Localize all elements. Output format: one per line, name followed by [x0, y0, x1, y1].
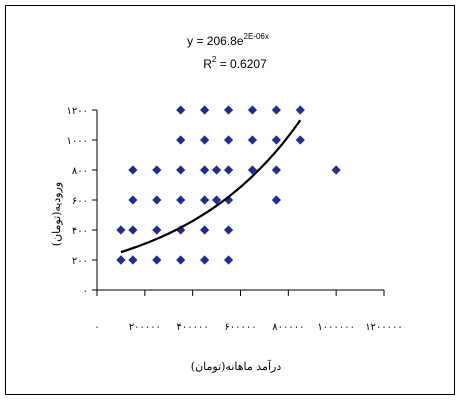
x-tick-label: ۴۰۰۰۰۰ — [177, 322, 209, 333]
x-tick-label: ۰ — [94, 322, 99, 333]
r2-exponent: 2 — [212, 55, 217, 64]
data-point — [271, 195, 281, 205]
data-point — [211, 195, 222, 205]
data-point — [128, 225, 138, 235]
data-point — [211, 165, 222, 175]
data-point — [247, 165, 258, 175]
data-point — [176, 195, 186, 205]
x-axis-ticks: ۰ ۲۰۰۰۰۰ ۴۰۰۰۰۰ ۶۰۰۰۰۰ ۸۰۰۰۰۰ ۱۰۰۰۰۰۰ ۱۲۰۰۰۰۰ — [94, 290, 403, 333]
data-point — [295, 135, 305, 145]
y-axis-label: ورودیه(تومان) — [50, 182, 63, 246]
data-point — [223, 165, 234, 175]
data-points — [116, 105, 341, 265]
trendline-equation: y = 206.8e2E-06x — [187, 32, 269, 48]
data-point — [128, 255, 138, 265]
x-axis-label: درآمد ماهانه(تومان) — [191, 360, 282, 373]
data-point — [152, 165, 162, 175]
x-tick-label: ۸۰۰۰۰۰ — [272, 322, 304, 333]
data-point — [200, 195, 210, 205]
x-tick-label: ۱۰۰۰۰۰۰ — [317, 322, 355, 333]
data-point — [176, 135, 186, 145]
data-point — [331, 165, 341, 175]
y-tick-label: ۸۰۰ — [72, 166, 88, 177]
data-point — [128, 195, 138, 205]
data-point — [271, 105, 281, 115]
x-tick-label: ۲۰۰۰۰۰ — [129, 322, 161, 333]
trendline — [120, 119, 302, 254]
data-point — [152, 195, 162, 205]
data-point — [200, 255, 210, 265]
y-tick-label: ۱۰۰۰ — [67, 136, 88, 147]
data-point — [128, 165, 138, 175]
y-tick-label: ۶۰۰ — [72, 196, 88, 207]
data-point — [247, 135, 258, 145]
data-point — [116, 225, 126, 235]
x-tick-label: ۱۲۰۰۰۰۰ — [365, 322, 403, 333]
data-point — [223, 225, 234, 235]
data-point — [200, 225, 210, 235]
y-tick-label: ۲۰۰ — [72, 256, 88, 267]
data-point — [271, 165, 281, 175]
r-squared: R2 = 0.6207 — [203, 55, 267, 71]
y-tick-label: ۴۰۰ — [72, 226, 88, 237]
data-point — [176, 165, 186, 175]
data-point — [223, 105, 234, 115]
r2-prefix: R — [203, 57, 212, 71]
data-point — [247, 105, 258, 115]
chart-border — [5, 5, 455, 395]
equation-exponent: 2E-06x — [244, 32, 269, 41]
data-point — [152, 255, 162, 265]
data-point — [176, 255, 186, 265]
data-point — [295, 105, 305, 115]
data-point — [176, 105, 186, 115]
data-point — [223, 135, 234, 145]
x-tick-label: ۶۰۰۰۰۰ — [224, 322, 256, 333]
data-point — [200, 165, 210, 175]
data-point — [116, 255, 126, 265]
data-point — [223, 255, 234, 265]
equation-prefix: y = 206.8e — [187, 34, 244, 48]
data-point — [271, 135, 281, 145]
y-axis-ticks: ۰ ۲۰۰ ۴۰۰ ۶۰۰ ۸۰۰ ۱۰۰۰ ۱۲۰۰ — [67, 106, 97, 297]
data-point — [152, 225, 162, 235]
r2-value: = 0.6207 — [216, 57, 267, 71]
data-point — [200, 135, 210, 145]
data-point — [200, 105, 210, 115]
y-tick-label: ۱۲۰۰ — [67, 106, 88, 117]
y-tick-label: ۰ — [83, 286, 88, 297]
